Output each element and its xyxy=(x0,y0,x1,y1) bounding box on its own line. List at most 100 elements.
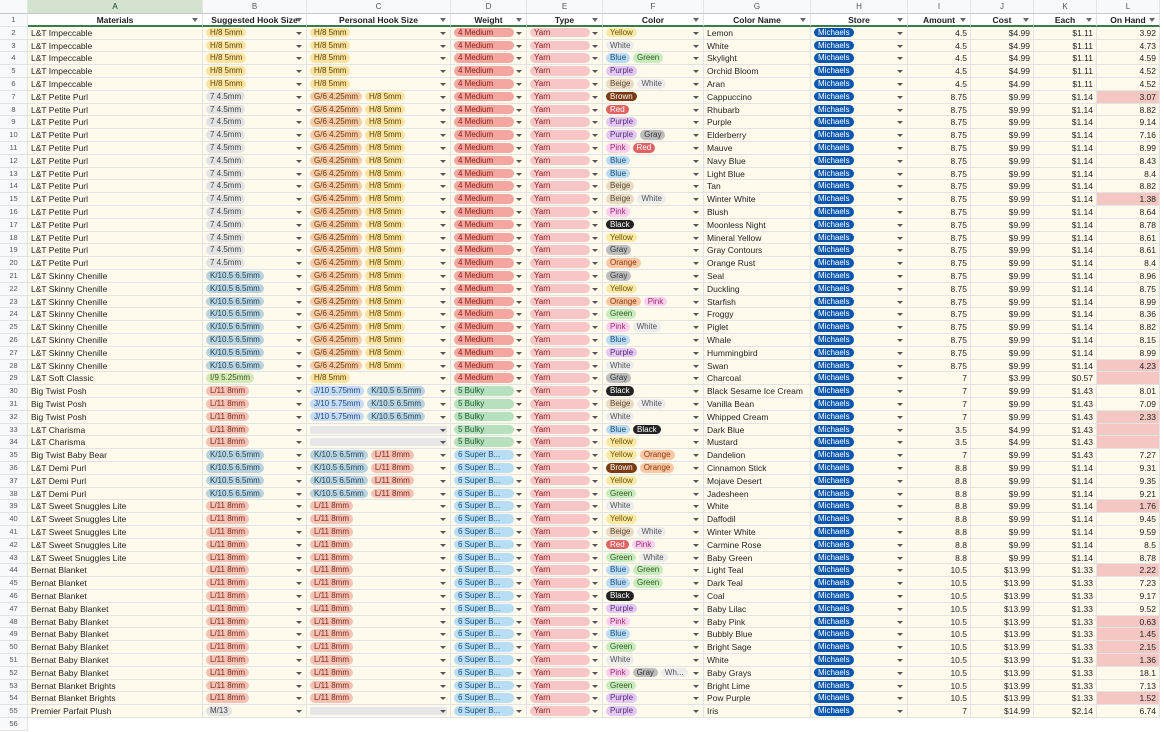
chip: Gray xyxy=(640,130,666,140)
dropdown-cell: L/11 8mm xyxy=(307,551,451,565)
dropdown-cell: 4 Medium xyxy=(451,90,527,104)
row-number: 54 xyxy=(0,692,28,706)
chip: Yarn xyxy=(530,437,590,447)
number-cell: 10.5 xyxy=(908,615,971,629)
dropdown-cell: Purple xyxy=(603,116,704,130)
number-cell: 8.8 xyxy=(908,487,971,501)
dropdown-cell: 4 Medium xyxy=(451,52,527,66)
chip: K/10.5 6.5mm xyxy=(206,450,264,460)
text-cell: Mustard xyxy=(704,436,811,450)
chip: Purple xyxy=(606,117,638,127)
text-cell: Baby Green xyxy=(704,551,811,565)
chip: White xyxy=(639,552,668,563)
text-cell: L&T Petite Purl xyxy=(28,154,203,168)
number-cell: 7.09 xyxy=(1097,398,1160,411)
dropdown-cell: Yarn xyxy=(527,449,603,462)
chip: Beige xyxy=(606,181,635,191)
number-cell: $9.99 xyxy=(971,334,1034,347)
row-number: 45 xyxy=(0,577,28,590)
number-cell: 9.31 xyxy=(1097,462,1160,475)
number-cell: $1.14 xyxy=(1034,218,1097,232)
row-number: 41 xyxy=(0,526,28,539)
chip: Yarn xyxy=(530,642,590,652)
header-cell: Color Name xyxy=(704,14,811,27)
row-number: 18 xyxy=(0,231,28,245)
chip: 7 4.5mm xyxy=(206,232,246,243)
dropdown-cell: K/10.5 6.5mm L/11 8mm xyxy=(307,462,451,475)
text-cell: Rhubarb xyxy=(704,103,811,117)
number-cell: 18.1 xyxy=(1097,666,1160,680)
chip: G/6 4.25mm xyxy=(310,143,363,153)
chip: 6 Super B... xyxy=(454,463,514,473)
chip: White xyxy=(637,194,666,204)
dropdown-cell: Michaels xyxy=(811,487,908,501)
row-number: 52 xyxy=(0,666,28,680)
text-cell: Vanilla Bean xyxy=(704,398,811,411)
row-number: 1 xyxy=(0,14,28,27)
number-cell: 6.74 xyxy=(1097,705,1160,718)
dropdown-cell: Yellow Orange xyxy=(603,449,704,462)
text-cell: Orchid Bloom xyxy=(704,65,811,78)
chip: Michaels xyxy=(814,130,854,140)
dropdown-cell: G/6 4.25mm H/8 5mm xyxy=(307,257,451,270)
dropdown-cell: Michaels xyxy=(811,513,908,526)
text-cell: Mojave Desert xyxy=(704,474,811,488)
number-cell: 7.23 xyxy=(1097,577,1160,590)
number-cell: 8.8 xyxy=(908,526,971,539)
text-cell: Bernat Blanket xyxy=(28,577,203,590)
dropdown-cell: Michaels xyxy=(811,90,908,104)
chip: Yarn xyxy=(530,104,590,115)
dropdown-cell: Red Pink xyxy=(603,538,704,552)
dropdown-cell: Yellow xyxy=(603,513,704,526)
dropdown-cell: Michaels xyxy=(811,474,908,488)
chip: G/6 4.25mm xyxy=(310,130,363,140)
chip: 6 Super B... xyxy=(454,578,514,588)
text-cell: Bright Sage xyxy=(704,641,811,654)
number-cell: 4.5 xyxy=(908,26,971,40)
number-cell xyxy=(1097,423,1160,437)
chip: Michaels xyxy=(814,207,854,217)
number-cell: 9.35 xyxy=(1097,474,1160,488)
dropdown-cell: G/6 4.25mm H/8 5mm xyxy=(307,116,451,130)
text-cell: Cappuccino xyxy=(704,90,811,104)
dropdown-cell: Blue Black xyxy=(603,423,704,437)
number-cell: 8.78 xyxy=(1097,551,1160,565)
chip: G/6 4.25mm xyxy=(310,271,363,281)
chip: 6 Super B... xyxy=(454,450,514,460)
chip: K/10.5 6.5mm xyxy=(206,475,264,486)
number-cell: 7.16 xyxy=(1097,129,1160,142)
dropdown-cell: L/11 8mm xyxy=(203,654,307,667)
dropdown-cell: L/11 8mm xyxy=(203,679,307,693)
chip: 7 4.5mm xyxy=(206,258,246,268)
dropdown-cell: Michaels xyxy=(811,231,908,245)
number-cell: $13.99 xyxy=(971,564,1034,578)
dropdown-cell: G/6 4.25mm H/8 5mm xyxy=(307,154,451,168)
number-cell xyxy=(1097,436,1160,450)
chip: Yarn xyxy=(530,488,590,499)
chip: L/11 8mm xyxy=(310,642,353,652)
dropdown-cell: Yarn xyxy=(527,90,603,104)
column-letter: B xyxy=(203,0,307,14)
row-number: 34 xyxy=(0,436,28,450)
dropdown-cell: 6 Super B... xyxy=(451,615,527,629)
chip: Yarn xyxy=(530,616,590,627)
chip: Yarn xyxy=(530,79,590,89)
row-number: 50 xyxy=(0,641,28,654)
chip: 4 Medium xyxy=(454,232,514,243)
number-cell: $9.99 xyxy=(971,167,1034,181)
chip: Purple xyxy=(606,603,638,614)
text-cell: White xyxy=(704,654,811,667)
dropdown-cell: Brown Orange xyxy=(603,462,704,475)
dropdown-cell: L/11 8mm xyxy=(307,577,451,590)
row-number: 16 xyxy=(0,206,28,219)
row-number: 35 xyxy=(0,449,28,462)
number-cell: $1.14 xyxy=(1034,526,1097,539)
dropdown-cell: L/11 8mm xyxy=(203,500,307,514)
number-cell: $9.99 xyxy=(971,513,1034,526)
chip: Purple xyxy=(606,347,638,358)
chip: H/8 5mm xyxy=(365,181,406,191)
text-cell: L&T Charisma xyxy=(28,423,203,437)
dropdown-cell: Michaels xyxy=(811,436,908,450)
dropdown-cell: G/6 4.25mm H/8 5mm xyxy=(307,346,451,360)
dropdown-cell: 4 Medium xyxy=(451,244,527,258)
